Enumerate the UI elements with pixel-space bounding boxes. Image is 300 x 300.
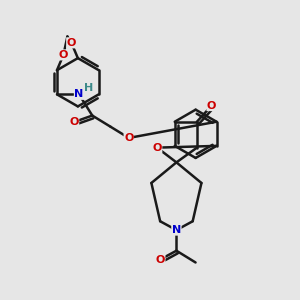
Text: O: O bbox=[152, 142, 162, 153]
Text: O: O bbox=[155, 254, 165, 265]
Text: O: O bbox=[124, 133, 134, 143]
Text: N: N bbox=[172, 225, 181, 235]
Text: O: O bbox=[69, 117, 79, 127]
Text: O: O bbox=[67, 38, 76, 48]
Text: H: H bbox=[84, 83, 93, 93]
Text: O: O bbox=[59, 50, 68, 60]
Text: N: N bbox=[74, 89, 84, 99]
Text: O: O bbox=[207, 100, 216, 110]
